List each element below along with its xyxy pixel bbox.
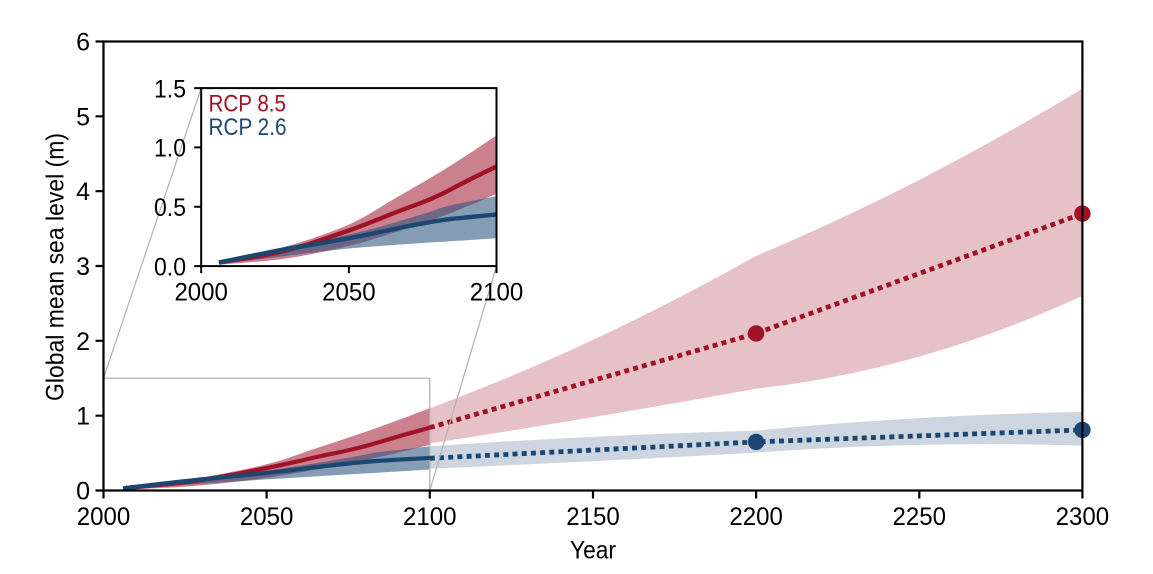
svg-text:Year: Year (570, 537, 616, 565)
svg-text:2200: 2200 (729, 503, 783, 531)
svg-text:0: 0 (76, 478, 90, 506)
svg-text:4: 4 (76, 178, 90, 206)
svg-text:5: 5 (76, 103, 90, 131)
svg-text:3: 3 (76, 253, 90, 281)
svg-text:2100: 2100 (470, 279, 524, 307)
svg-text:2000: 2000 (174, 279, 228, 307)
svg-text:2050: 2050 (322, 279, 376, 307)
svg-text:Global mean sea level (m): Global mean sea level (m) (42, 133, 70, 401)
svg-text:RCP 2.6: RCP 2.6 (209, 114, 287, 141)
svg-text:0.0: 0.0 (154, 253, 186, 281)
svg-text:2300: 2300 (1056, 503, 1110, 531)
svg-text:1.5: 1.5 (154, 75, 186, 103)
svg-text:2: 2 (76, 328, 90, 356)
svg-text:0.5: 0.5 (154, 194, 186, 222)
svg-text:2000: 2000 (77, 503, 131, 531)
svg-text:6: 6 (76, 29, 90, 57)
svg-text:2150: 2150 (566, 503, 620, 531)
svg-text:RCP 8.5: RCP 8.5 (209, 91, 287, 118)
svg-text:2050: 2050 (240, 503, 294, 531)
svg-text:2100: 2100 (403, 503, 457, 531)
svg-text:1.0: 1.0 (154, 135, 186, 163)
svg-text:1: 1 (76, 403, 90, 431)
svg-text:2250: 2250 (893, 503, 947, 531)
